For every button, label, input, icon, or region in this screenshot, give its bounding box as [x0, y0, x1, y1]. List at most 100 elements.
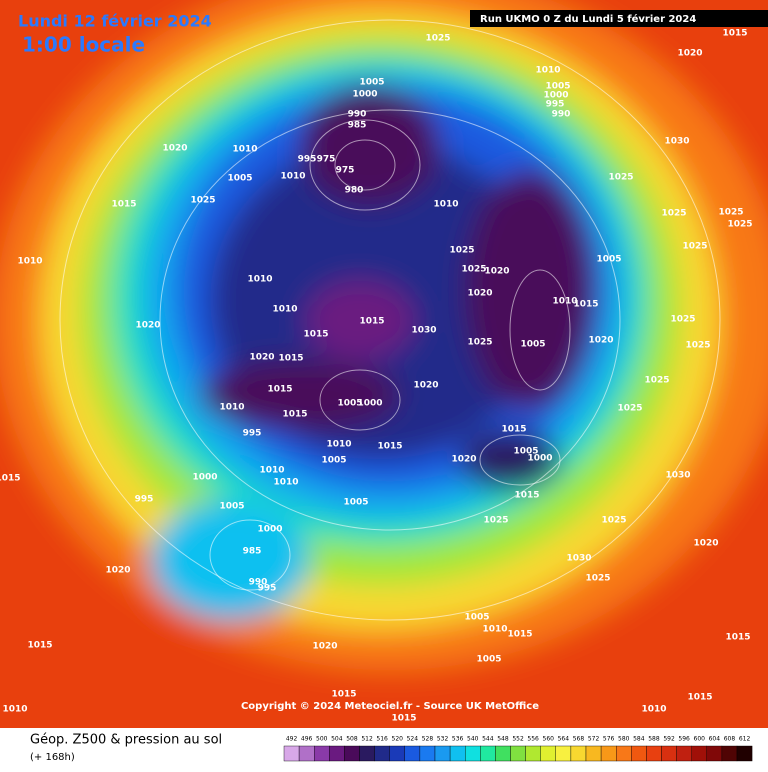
isobar-label: 1010: [641, 705, 666, 715]
isobar-label: 1015: [278, 354, 303, 364]
isobar-label: 1010: [273, 478, 298, 488]
isobar-label: 1005: [464, 613, 489, 623]
isobar-label: 995: [135, 495, 154, 505]
isobar-label: 1030: [664, 137, 689, 147]
isobar-label: 1025: [682, 242, 707, 252]
colorbar-swatch: [676, 745, 692, 762]
isobar-label: 1020: [588, 336, 613, 346]
colorbar-label: 524: [407, 736, 419, 743]
isobar-label: 1025: [727, 220, 752, 230]
isobar-label: 1000: [257, 525, 282, 535]
isobar-label: 1030: [411, 326, 436, 336]
isobar-label: 1015: [303, 330, 328, 340]
isobar-label: 990: [552, 110, 571, 120]
isobar-label: 1005: [476, 655, 501, 665]
colorbar-swatch: [525, 745, 541, 762]
isobar-label: 1005: [337, 399, 362, 409]
isobar-label: 1010: [433, 200, 458, 210]
isobar-label: 1015: [27, 641, 52, 651]
colorbar-swatch: [329, 745, 345, 762]
isobar-label: 985: [348, 121, 367, 131]
colorbar-label: 520: [392, 736, 404, 743]
colorbar-swatch: [283, 745, 300, 762]
isobar-label: 1000: [527, 454, 552, 464]
isobar-label: 1010: [272, 305, 297, 315]
isobar-label: 990: [249, 578, 268, 588]
isobar-label: 1025: [608, 173, 633, 183]
isobar-label: 1010: [17, 257, 42, 267]
isobar-label: 1025: [670, 315, 695, 325]
isobar-label: 1010: [535, 66, 560, 76]
isobar-label: 1020: [135, 321, 160, 331]
colorbar-label: 560: [543, 736, 555, 743]
isobar-label: 1030: [566, 554, 591, 564]
isobar-label: 985: [243, 547, 262, 557]
isobar-label: 1025: [483, 516, 508, 526]
isobar-label: 1015: [267, 385, 292, 395]
isobar-label: 1020: [451, 455, 476, 465]
isobar-label: 1015: [687, 693, 712, 703]
colorbar-swatch: [314, 745, 330, 762]
isobar-label: 1005: [513, 447, 538, 457]
colorbar-swatch: [465, 745, 481, 762]
isobar-label: 995: [298, 155, 317, 165]
isobar-label: 1025: [467, 338, 492, 348]
isobar-label: 1015: [722, 29, 747, 39]
colorbar-swatch: [389, 745, 406, 762]
isobar-label: 1030: [665, 471, 690, 481]
colorbar-label: 604: [709, 736, 721, 743]
isobar-label: 1005: [545, 82, 570, 92]
colorbar-swatch: [721, 745, 738, 762]
colorbar-swatch: [661, 745, 677, 762]
isobar-label: 1005: [321, 456, 346, 466]
isobar-label: 1025: [585, 574, 610, 584]
isobar-label: 1015: [282, 410, 307, 420]
colorbar-swatch: [344, 745, 360, 762]
isobar-label: 1000: [352, 90, 377, 100]
isobar-label: 1025: [190, 196, 215, 206]
isobar-label: 1020: [162, 144, 187, 154]
colorbar-swatch: [691, 745, 708, 762]
isobar-label: 1015: [359, 317, 384, 327]
footer-title: Géop. Z500 & pression au sol: [30, 733, 222, 748]
colorbar-label: 552: [512, 736, 524, 743]
colorbar: 492 496 500 504 508 512 516 520 524 528 532 536 540 5…: [283, 736, 753, 762]
colorbar-label: 500: [316, 736, 328, 743]
colorbar-swatch: [540, 745, 557, 762]
colorbar-label: 548: [497, 736, 509, 743]
colorbar-label: 612: [739, 736, 751, 743]
colorbar-swatch: [434, 745, 451, 762]
colorbar-label: 532: [437, 736, 449, 743]
colorbar-swatch: [449, 745, 466, 762]
isobar-label: 1000: [192, 473, 217, 483]
colorbar-swatch: [600, 745, 617, 762]
colorbar-swatch: [404, 745, 421, 762]
colorbar-label: 544: [482, 736, 494, 743]
colorbar-label: 516: [376, 736, 388, 743]
colorbar-label: 504: [331, 736, 343, 743]
isobar-label: 1025: [461, 265, 486, 275]
isobar-label: 1010: [232, 145, 257, 155]
isobar-label: 1020: [677, 49, 702, 59]
isobar-label: 1025: [449, 246, 474, 256]
isobar-label: 1010: [280, 172, 305, 182]
isobar-label: 1025: [718, 208, 743, 218]
footer-subtitle: (+ 168h): [30, 752, 75, 763]
isobar-label: 1000: [543, 91, 568, 101]
colorbar-swatch: [359, 745, 375, 762]
copyright: Copyright © 2024 Meteociel.fr - Source U…: [241, 701, 539, 712]
run-text: Run UKMO 0 Z du Lundi 5 février 2024: [480, 13, 696, 25]
isobar-label: 1000: [357, 399, 382, 409]
isobar-label: 1020: [484, 267, 509, 277]
isobar-label: 1005: [359, 78, 384, 88]
colorbar-label: 568: [573, 736, 585, 743]
colorbar-swatch: [706, 745, 723, 762]
isobar-label: 1010: [552, 297, 577, 307]
isobar-label: 990: [348, 110, 367, 120]
isobars: [59, 19, 721, 621]
isobar-label: 995: [258, 584, 277, 594]
isobar-label: 1015: [725, 633, 750, 643]
colorbar-label: 608: [724, 736, 736, 743]
